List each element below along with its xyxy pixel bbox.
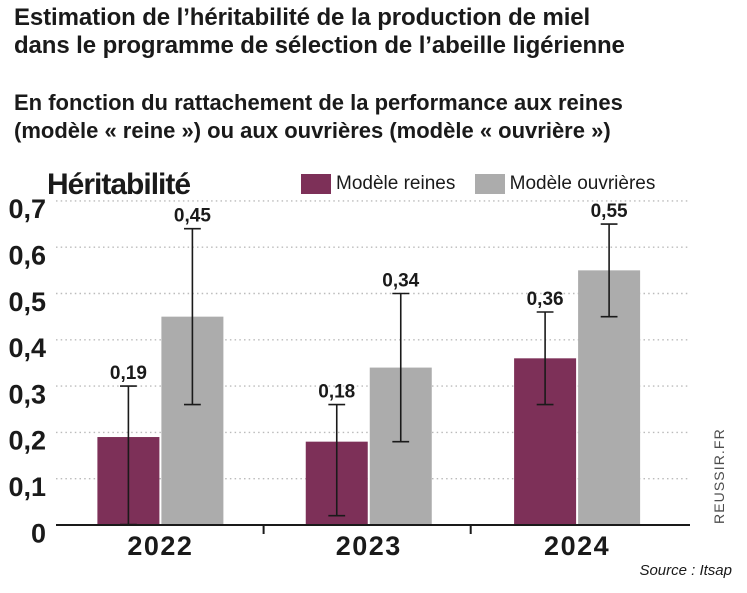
svg-text:0,7: 0,7 (8, 194, 46, 224)
svg-text:0,3: 0,3 (8, 379, 46, 409)
svg-text:0,4: 0,4 (8, 333, 46, 363)
svg-text:0,34: 0,34 (382, 271, 419, 292)
svg-text:2022: 2022 (127, 531, 193, 561)
svg-text:0,36: 0,36 (527, 289, 564, 310)
svg-text:0,1: 0,1 (8, 472, 46, 502)
svg-text:0,5: 0,5 (8, 287, 46, 317)
svg-text:0,19: 0,19 (110, 363, 147, 384)
svg-text:2023: 2023 (336, 531, 402, 561)
svg-text:0,6: 0,6 (8, 241, 46, 271)
svg-text:2024: 2024 (544, 531, 610, 561)
svg-text:0,55: 0,55 (591, 201, 628, 222)
svg-text:0,18: 0,18 (318, 382, 355, 403)
svg-text:0,45: 0,45 (174, 206, 211, 227)
svg-text:0: 0 (31, 518, 46, 548)
svg-text:0,2: 0,2 (8, 426, 46, 456)
